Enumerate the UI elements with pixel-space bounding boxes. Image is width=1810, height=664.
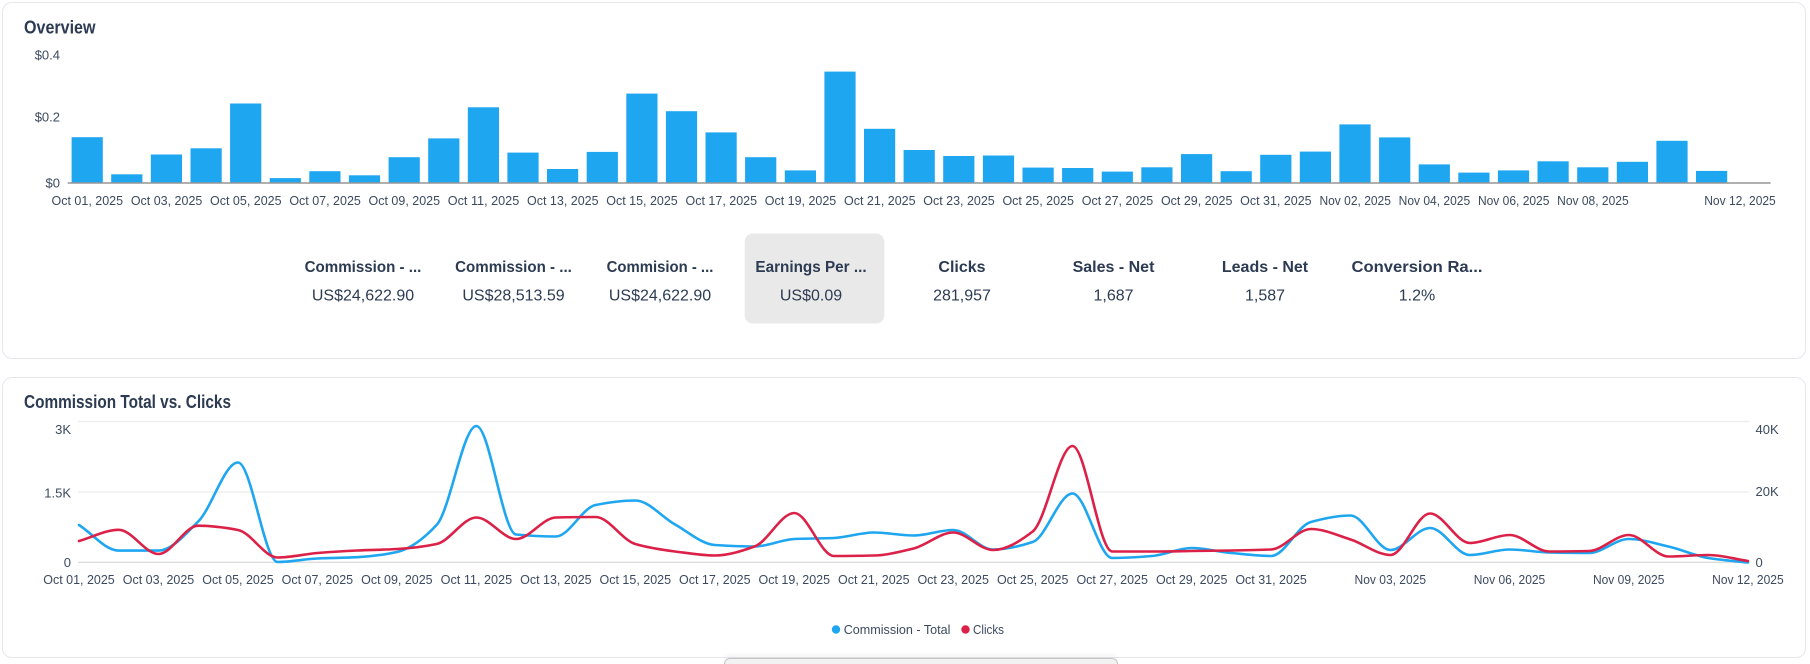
svg-text:Commission - ...: Commission - ... (455, 259, 572, 276)
svg-text:1.2%: 1.2% (1399, 288, 1435, 305)
svg-text:Oct 03, 2025: Oct 03, 2025 (131, 193, 203, 208)
svg-text:281,957: 281,957 (933, 288, 991, 305)
svg-text:Oct 23, 2025: Oct 23, 2025 (923, 193, 995, 208)
svg-text:Oct 15, 2025: Oct 15, 2025 (600, 572, 672, 587)
svg-text:Oct 17, 2025: Oct 17, 2025 (686, 193, 758, 208)
svg-text:Nov 09, 2025: Nov 09, 2025 (1593, 572, 1665, 587)
svg-text:Oct 21, 2025: Oct 21, 2025 (838, 572, 910, 587)
svg-text:1,587: 1,587 (1245, 288, 1285, 305)
svg-text:1,687: 1,687 (1093, 288, 1133, 305)
svg-text:Oct 31, 2025: Oct 31, 2025 (1235, 572, 1307, 587)
svg-text:Sales - Net: Sales - Net (1073, 259, 1155, 276)
svg-text:Commission - ...: Commission - ... (305, 259, 422, 276)
svg-text:Oct 19, 2025: Oct 19, 2025 (759, 572, 831, 587)
svg-text:US$24,622.90: US$24,622.90 (312, 288, 414, 305)
svg-text:3K: 3K (55, 422, 71, 437)
svg-text:Nov 12, 2025: Nov 12, 2025 (1712, 572, 1784, 587)
svg-text:Oct 25, 2025: Oct 25, 2025 (1002, 193, 1074, 208)
svg-text:Conversion Ra...: Conversion Ra... (1352, 259, 1483, 276)
svg-text:Oct 21, 2025: Oct 21, 2025 (844, 193, 916, 208)
svg-text:Oct 11, 2025: Oct 11, 2025 (448, 193, 520, 208)
svg-text:Leads - Net: Leads - Net (1222, 259, 1309, 276)
svg-text:Oct 03, 2025: Oct 03, 2025 (123, 572, 195, 587)
svg-text:Oct 05, 2025: Oct 05, 2025 (202, 572, 274, 587)
svg-text:Earnings Per ...: Earnings Per ... (755, 259, 866, 276)
svg-text:Clicks: Clicks (973, 622, 1004, 637)
svg-text:Oct 15, 2025: Oct 15, 2025 (606, 193, 678, 208)
svg-text:Oct 07, 2025: Oct 07, 2025 (282, 572, 354, 587)
svg-text:US$28,513.59: US$28,513.59 (462, 288, 564, 305)
svg-text:Oct 09, 2025: Oct 09, 2025 (369, 193, 441, 208)
svg-text:Oct 07, 2025: Oct 07, 2025 (289, 193, 361, 208)
svg-text:Oct 17, 2025: Oct 17, 2025 (679, 572, 751, 587)
svg-text:Oct 19, 2025: Oct 19, 2025 (765, 193, 837, 208)
svg-text:$0.4: $0.4 (35, 48, 60, 63)
svg-text:Nov 12, 2025: Nov 12, 2025 (1704, 193, 1776, 208)
svg-text:Oct 01, 2025: Oct 01, 2025 (52, 193, 124, 208)
svg-text:Commision - ...: Commision - ... (607, 259, 714, 276)
svg-text:Oct 09, 2025: Oct 09, 2025 (361, 572, 433, 587)
svg-text:Oct 13, 2025: Oct 13, 2025 (527, 193, 599, 208)
svg-text:Oct 05, 2025: Oct 05, 2025 (210, 193, 282, 208)
svg-text:Oct 27, 2025: Oct 27, 2025 (1082, 193, 1154, 208)
svg-text:Nov 06, 2025: Nov 06, 2025 (1478, 193, 1550, 208)
svg-text:Nov 04, 2025: Nov 04, 2025 (1399, 193, 1471, 208)
svg-text:Oct 31, 2025: Oct 31, 2025 (1240, 193, 1312, 208)
svg-text:Oct 29, 2025: Oct 29, 2025 (1156, 572, 1228, 587)
svg-text:0: 0 (64, 555, 71, 570)
svg-text:40K: 40K (1756, 422, 1779, 437)
svg-text:Clicks: Clicks (938, 259, 985, 276)
svg-text:1.5K: 1.5K (44, 486, 71, 501)
svg-text:Nov 06, 2025: Nov 06, 2025 (1474, 572, 1546, 587)
svg-text:Oct 01, 2025: Oct 01, 2025 (43, 572, 115, 587)
svg-text:Oct 11, 2025: Oct 11, 2025 (441, 572, 513, 587)
svg-text:Nov 08, 2025: Nov 08, 2025 (1557, 193, 1629, 208)
svg-text:US$24,622.90: US$24,622.90 (609, 288, 711, 305)
svg-text:Oct 23, 2025: Oct 23, 2025 (917, 572, 989, 587)
svg-text:0: 0 (1756, 555, 1763, 570)
svg-text:$0: $0 (46, 176, 60, 191)
svg-text:Nov 02, 2025: Nov 02, 2025 (1319, 193, 1391, 208)
svg-text:Oct 13, 2025: Oct 13, 2025 (520, 572, 592, 587)
svg-text:$0.2: $0.2 (35, 110, 60, 125)
svg-text:20K: 20K (1756, 484, 1779, 499)
svg-text:Nov 03, 2025: Nov 03, 2025 (1355, 572, 1427, 587)
svg-text:Oct 25, 2025: Oct 25, 2025 (997, 572, 1069, 587)
svg-text:Oct 27, 2025: Oct 27, 2025 (1076, 572, 1148, 587)
svg-text:Commission Total vs. Clicks: Commission Total vs. Clicks (24, 392, 231, 412)
svg-text:Oct 29, 2025: Oct 29, 2025 (1161, 193, 1233, 208)
svg-text:US$0.09: US$0.09 (780, 288, 842, 305)
svg-text:Overview: Overview (24, 18, 96, 38)
svg-text:Commission - Total: Commission - Total (844, 622, 951, 637)
